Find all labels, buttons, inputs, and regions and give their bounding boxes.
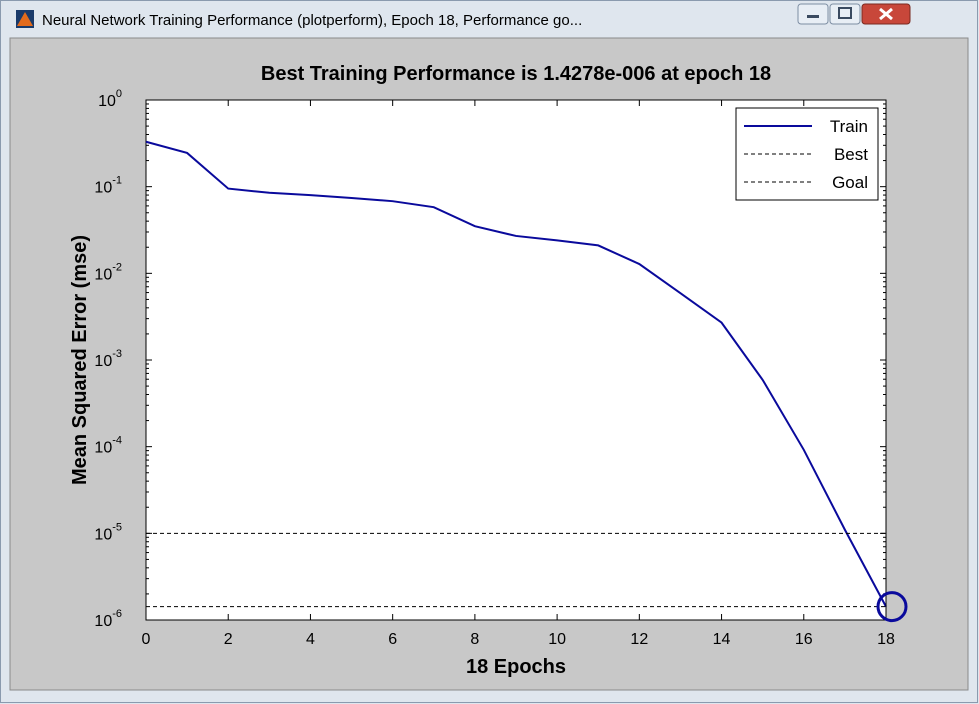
- y-tick-base: 10: [94, 526, 112, 543]
- y-tick-base: 10: [94, 440, 112, 457]
- minimize-button[interactable]: [797, 3, 829, 25]
- best-marker: [876, 591, 908, 623]
- y-tick-label: 10-5: [94, 521, 122, 543]
- y-tick-label: 100: [98, 88, 122, 110]
- window-title: Neural Network Training Performance (plo…: [42, 12, 582, 29]
- y-tick-label: 10-3: [94, 348, 122, 370]
- x-tick-label: 12: [630, 631, 648, 648]
- x-tick-label: 4: [306, 631, 315, 648]
- legend-label: Best: [834, 145, 868, 164]
- legend-label: Train: [830, 117, 868, 136]
- x-tick-label: 2: [224, 631, 233, 648]
- y-tick-label: 10-6: [94, 608, 122, 630]
- chart-title: Best Training Performance is 1.4278e-006…: [261, 63, 771, 85]
- y-tick-exponent: -3: [112, 348, 122, 360]
- y-tick-base: 10: [94, 353, 112, 370]
- maximize-button[interactable]: [829, 3, 861, 25]
- x-tick-label: 8: [470, 631, 479, 648]
- legend-label: Goal: [832, 173, 868, 192]
- y-tick-label: 10-4: [94, 435, 122, 457]
- y-tick-label: 10-2: [94, 261, 122, 283]
- y-tick-exponent: 0: [116, 88, 122, 100]
- y-tick-exponent: -2: [112, 261, 122, 273]
- y-tick-base: 10: [94, 180, 112, 197]
- x-tick-label: 6: [388, 631, 397, 648]
- train-line: [145, 140, 887, 608]
- y-axis-label: Mean Squared Error (mse): [69, 235, 91, 485]
- x-tick-label: 0: [142, 631, 151, 648]
- y-tick-label: 10-1: [94, 175, 122, 197]
- app-icon: [16, 10, 34, 28]
- y-tick-base: 10: [94, 266, 112, 283]
- x-tick-label: 18: [877, 631, 895, 648]
- x-tick-label: 10: [548, 631, 566, 648]
- close-button[interactable]: [861, 3, 911, 25]
- y-tick-exponent: -5: [112, 521, 122, 533]
- y-tick-base: 10: [98, 93, 116, 110]
- x-axis-label: 18 Epochs: [466, 656, 566, 678]
- y-tick-base: 10: [94, 613, 112, 630]
- y-tick-exponent: -4: [112, 435, 122, 447]
- y-tick-exponent: -1: [112, 175, 122, 187]
- y-tick-exponent: -6: [112, 608, 122, 620]
- x-tick-label: 16: [795, 631, 813, 648]
- x-tick-label: 14: [713, 631, 731, 648]
